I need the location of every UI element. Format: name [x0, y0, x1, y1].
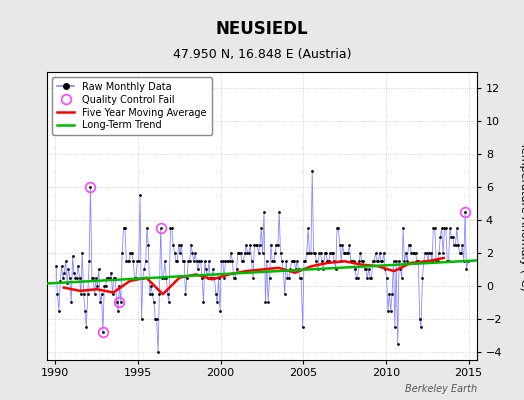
Y-axis label: Temperature Anomaly (°C): Temperature Anomaly (°C)	[519, 142, 524, 290]
Legend: Raw Monthly Data, Quality Control Fail, Five Year Moving Average, Long-Term Tren: Raw Monthly Data, Quality Control Fail, …	[52, 77, 212, 135]
Text: Berkeley Earth: Berkeley Earth	[405, 384, 477, 394]
Text: NEUSIEDL: NEUSIEDL	[216, 20, 308, 38]
Text: 47.950 N, 16.848 E (Austria): 47.950 N, 16.848 E (Austria)	[173, 48, 351, 61]
